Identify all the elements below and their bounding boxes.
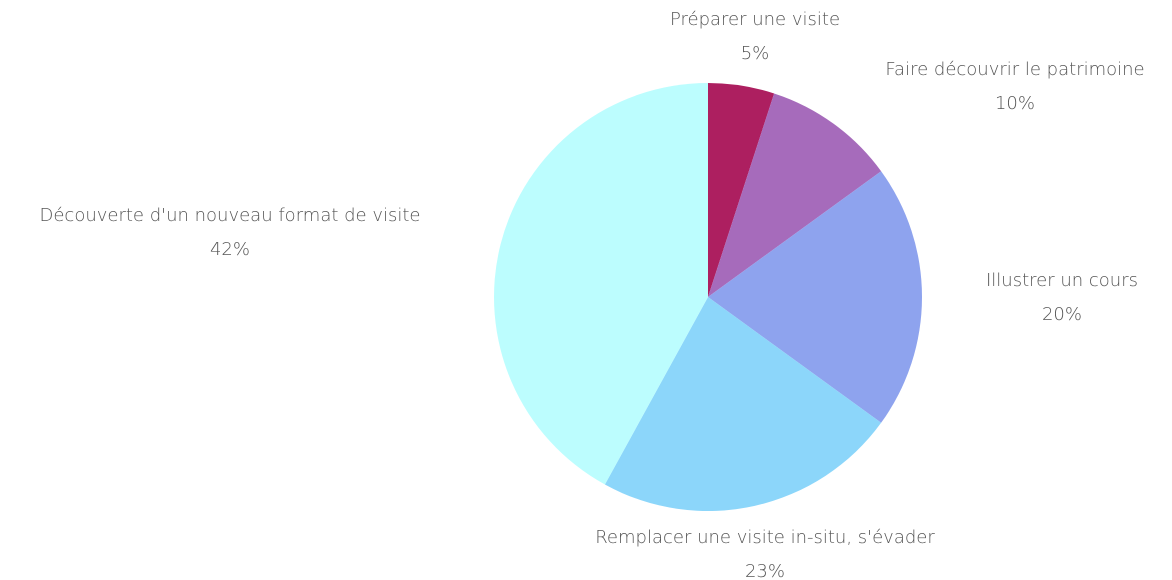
slice-value-label: 23% <box>745 561 785 580</box>
pie-slice <box>708 83 775 297</box>
slice-label: Remplacer une visite in-situ, s'évader <box>595 527 935 548</box>
pie-slice <box>494 83 708 485</box>
slice-value-label: 42% <box>210 239 250 260</box>
pie-slice <box>708 93 882 297</box>
pie-slice <box>604 297 882 511</box>
slice-value-label: 5% <box>741 43 770 64</box>
slice-value-label: 10% <box>995 93 1035 114</box>
slice-label: Illustrer un cours <box>986 270 1138 291</box>
slice-value-label: 20% <box>1042 304 1082 325</box>
slice-label: Découverte d'un nouveau format de visite <box>39 205 420 226</box>
slice-label: Faire découvrir le patrimoine <box>885 59 1144 80</box>
slice-label: Préparer une visite <box>670 9 840 30</box>
pie-slice <box>708 171 923 423</box>
